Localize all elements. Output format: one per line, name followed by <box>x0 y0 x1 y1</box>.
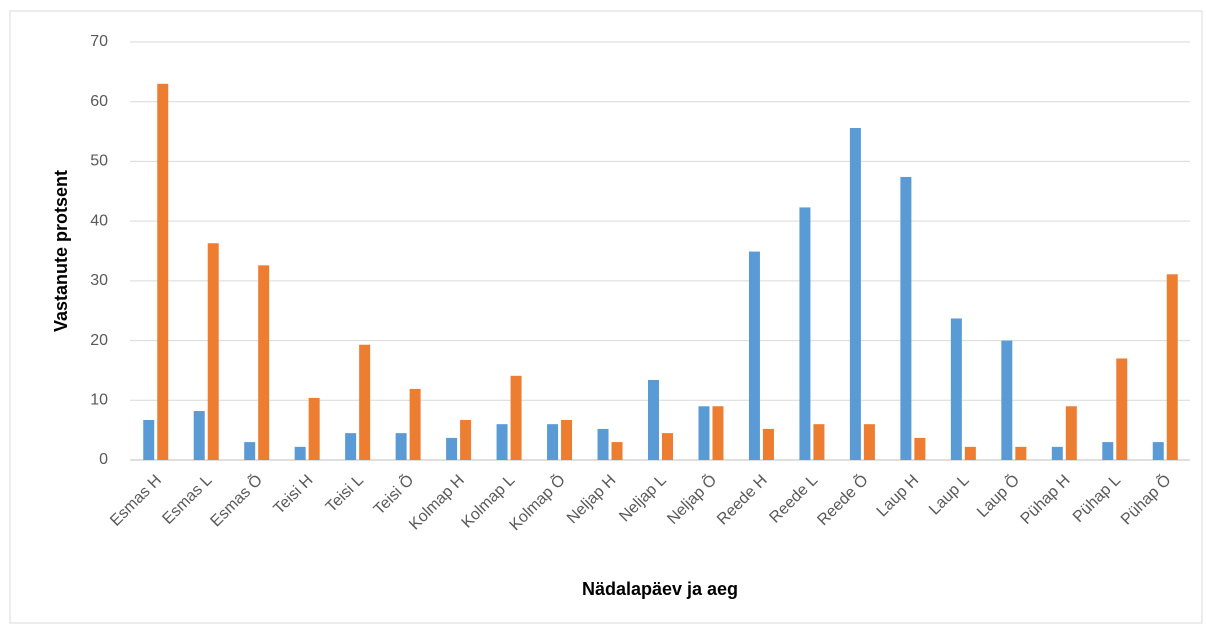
bar <box>748 251 760 460</box>
bar <box>1015 446 1027 460</box>
bar <box>662 433 673 460</box>
bar <box>698 406 710 460</box>
bar <box>849 127 861 460</box>
bar <box>547 424 559 460</box>
bar <box>409 388 421 460</box>
bar <box>1166 274 1178 460</box>
bar <box>207 243 219 460</box>
bar <box>157 83 169 461</box>
bar <box>308 397 320 460</box>
bar <box>1051 446 1063 460</box>
bar <box>611 442 623 460</box>
bar <box>813 424 825 460</box>
bar <box>460 419 472 460</box>
bar <box>258 265 270 460</box>
bar <box>244 442 256 460</box>
bar <box>143 419 155 460</box>
y-tick-label: 70 <box>90 33 108 50</box>
bar <box>648 379 659 460</box>
bar <box>496 424 508 460</box>
y-tick-label: 40 <box>90 212 108 229</box>
y-tick-label: 60 <box>90 93 108 110</box>
bar <box>863 424 875 460</box>
bar <box>446 437 458 460</box>
bar <box>345 433 357 460</box>
bar <box>799 207 811 460</box>
bar <box>762 428 774 460</box>
y-tick-label: 10 <box>90 392 108 409</box>
bar <box>1102 442 1114 460</box>
bar <box>712 406 724 460</box>
bar <box>1065 406 1077 460</box>
bar <box>193 411 205 460</box>
chart-border <box>9 10 1203 624</box>
bar <box>510 375 522 460</box>
bar <box>561 419 573 460</box>
bar <box>1001 340 1013 460</box>
y-tick-label: 30 <box>90 272 108 289</box>
bar <box>1152 442 1164 460</box>
bar <box>395 433 407 460</box>
bar <box>359 344 371 460</box>
bar <box>597 428 609 460</box>
bar <box>964 446 976 460</box>
x-axis-title: Nädalapäev ja aeg <box>582 579 738 599</box>
bar <box>1116 358 1128 460</box>
bar <box>950 318 962 460</box>
y-tick-label: 20 <box>90 332 108 349</box>
y-tick-label: 0 <box>99 451 108 468</box>
y-axis-title: Vastanute protsent <box>51 170 71 332</box>
bar <box>294 446 306 460</box>
bar <box>914 437 926 460</box>
bar <box>900 176 912 460</box>
y-tick-label: 50 <box>90 153 108 170</box>
